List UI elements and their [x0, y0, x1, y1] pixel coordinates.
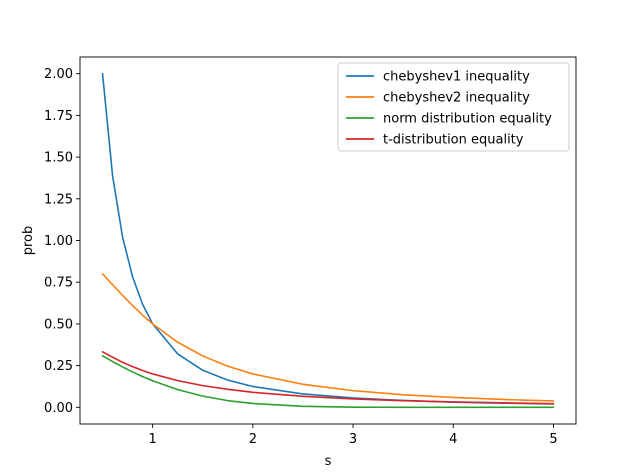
legend-label-1: chebyshev1 inequality	[383, 70, 530, 85]
y-tick-label: 0.25	[44, 359, 73, 374]
x-tick-label: 5	[549, 432, 557, 447]
y-tick-label: 0.00	[44, 401, 73, 416]
x-tick-label: 3	[349, 432, 357, 447]
y-tick-label: 0.50	[44, 317, 73, 332]
series-line-4	[101, 350, 555, 405]
y-tick-label: 2.00	[44, 67, 73, 82]
y-tick-label: 1.75	[44, 109, 73, 124]
x-tick-label: 1	[149, 432, 157, 447]
series-line-3	[101, 354, 555, 409]
x-axis-label: s	[325, 454, 332, 469]
y-axis-label: prob	[21, 226, 36, 256]
legend: chebyshev1 inequality chebyshev2 inequali…	[337, 62, 570, 152]
y-tick-label: 1.25	[44, 192, 73, 207]
legend-label-4: t-distribution equality	[383, 133, 524, 148]
x-tick-label: 2	[249, 432, 257, 447]
y-tick-label: 1.00	[44, 234, 73, 249]
legend-label-2: chebyshev2 inequality	[383, 91, 530, 106]
y-tick-label: 0.75	[44, 276, 73, 291]
plot-area: 1 2 3 4 5 0.00 0.25 0.50 0.75 1.00 1.25 1.50 1.75 2.0…	[44, 56, 577, 447]
legend-box	[337, 62, 570, 152]
legend-label-3: norm distribution equality	[383, 112, 552, 127]
y-tick-label: 1.50	[44, 151, 73, 166]
series-line-2	[101, 273, 555, 402]
x-tick-label: 4	[449, 432, 457, 447]
